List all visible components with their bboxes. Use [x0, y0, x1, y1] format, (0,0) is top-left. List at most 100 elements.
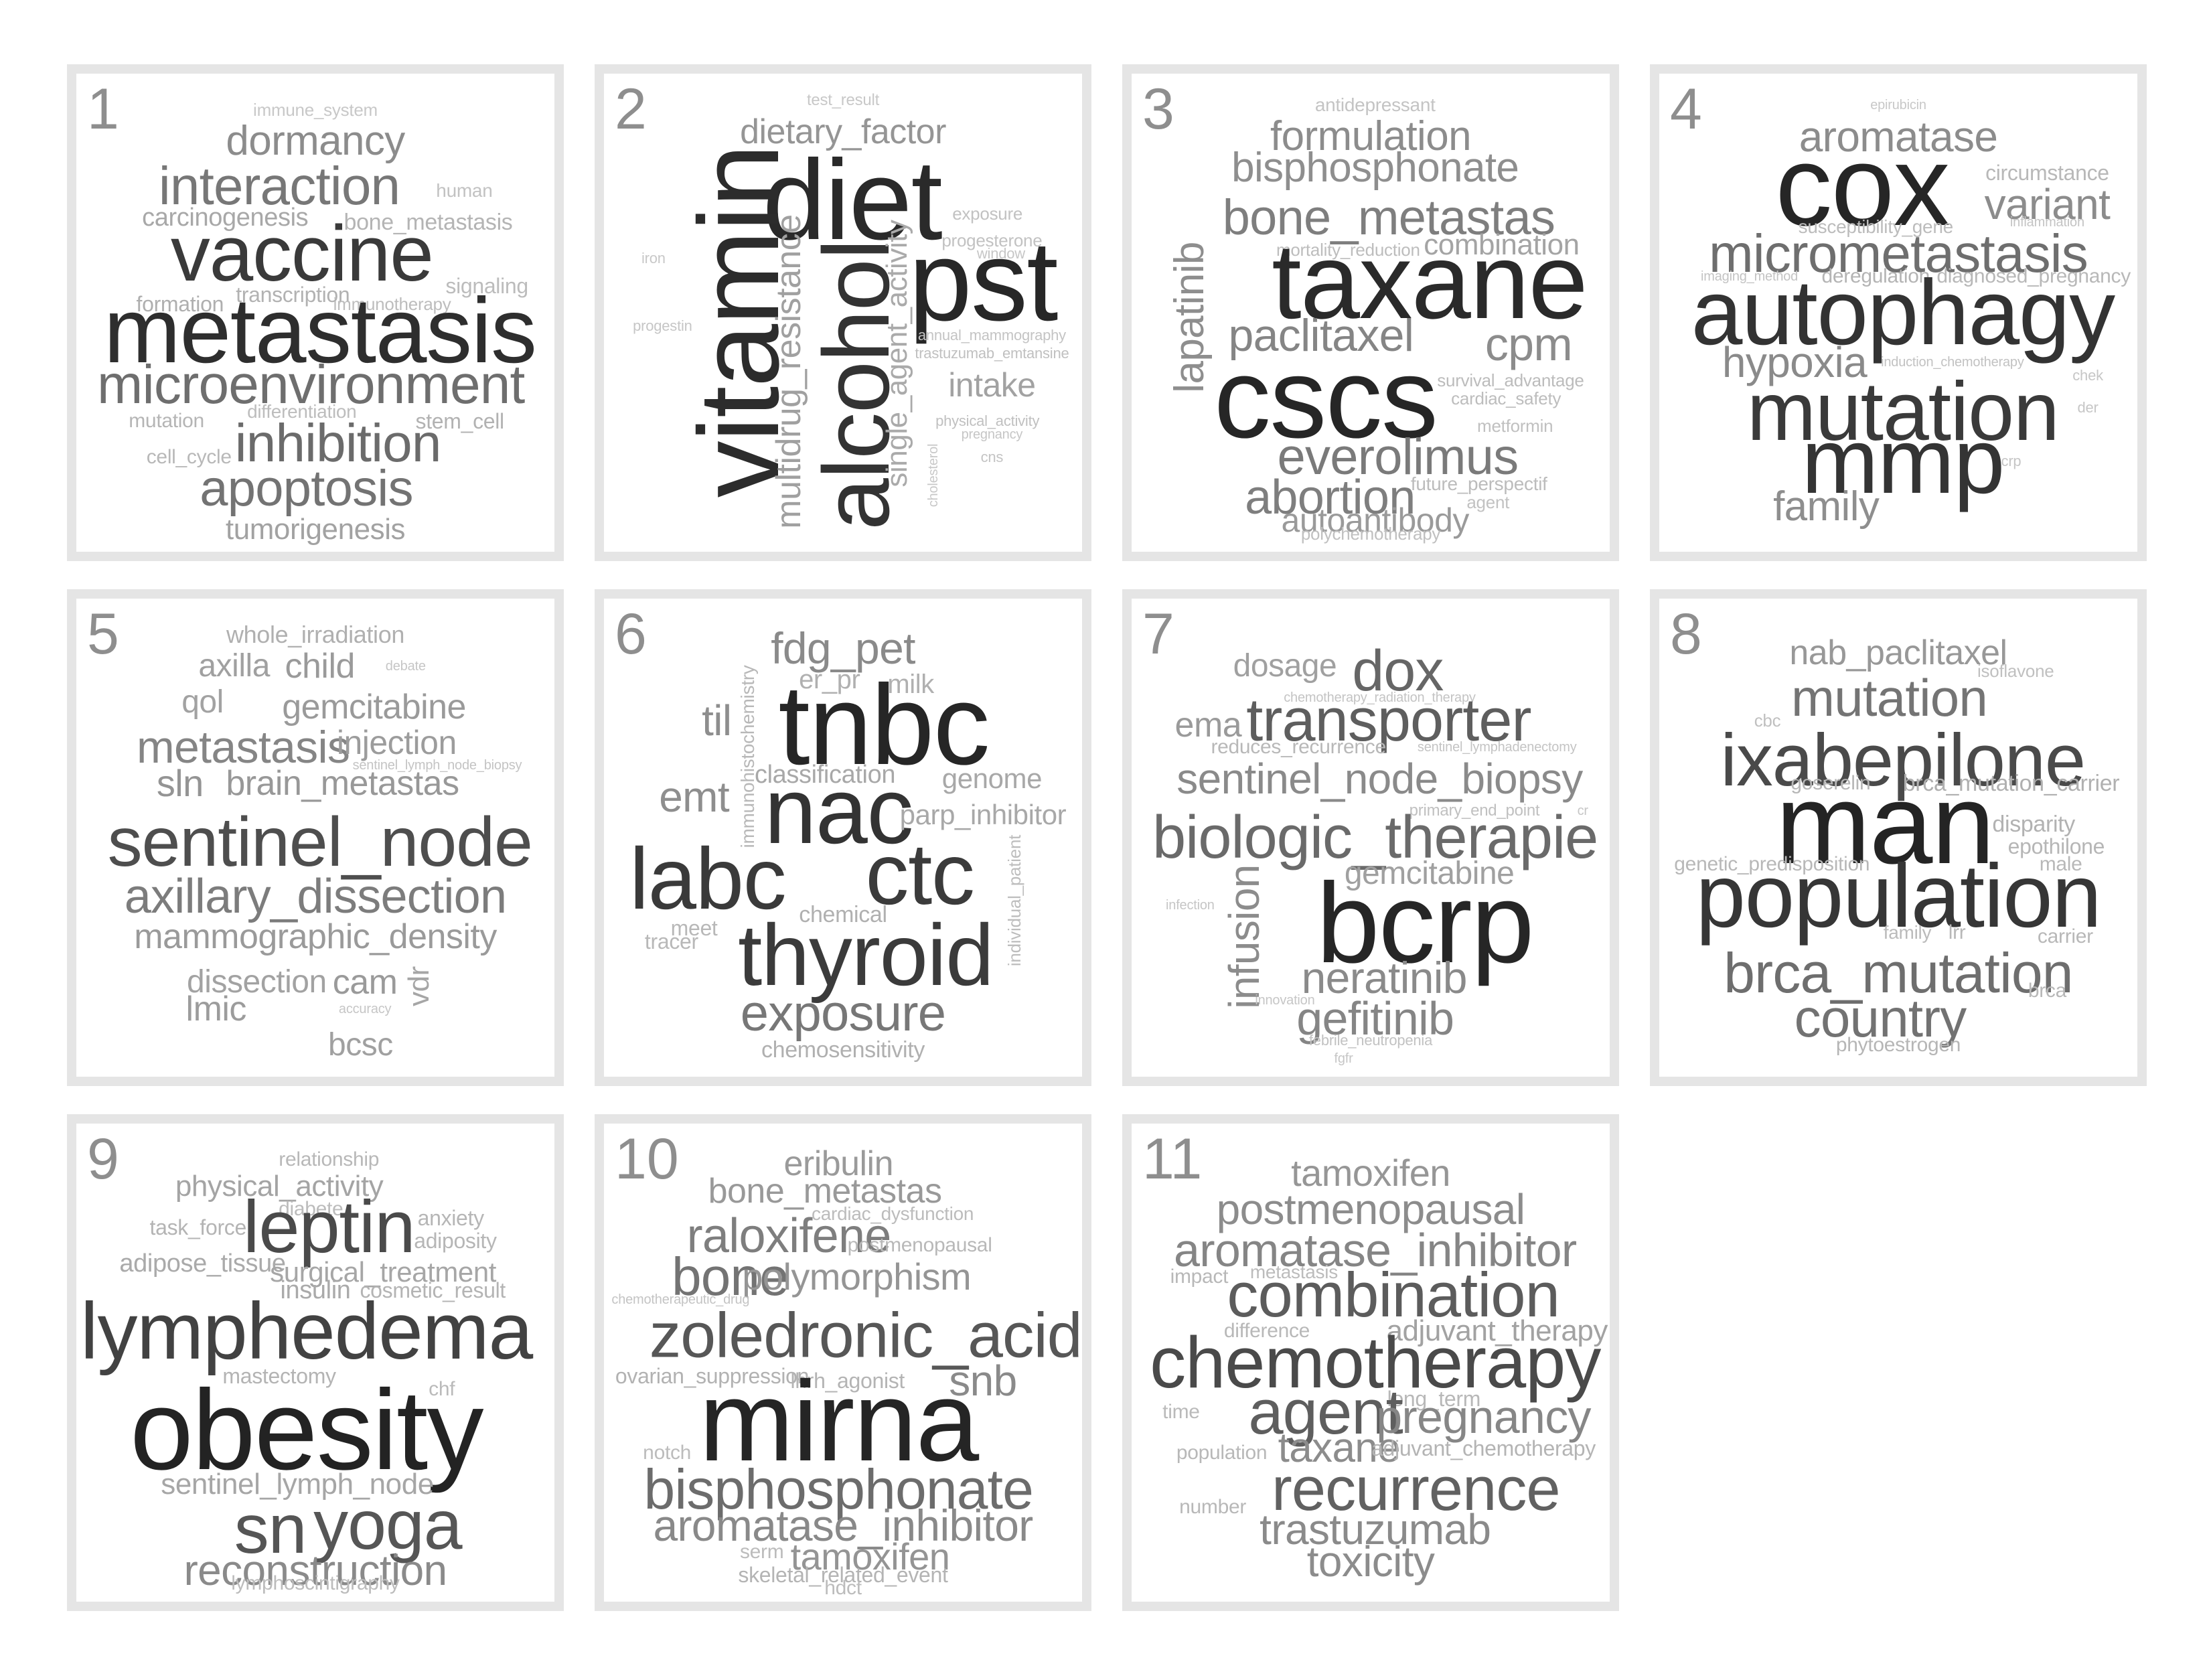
word-cloud-term: postmenopausal [1216, 1185, 1525, 1233]
word-cloud-term: number [1179, 1495, 1247, 1518]
word-cloud-term: chemosensitivity [761, 1037, 925, 1063]
panel-number: 1 [87, 77, 119, 141]
word-cloud-term: neratinib [1301, 952, 1468, 1002]
word-cloud-term: difference [1223, 1319, 1310, 1342]
word-cloud-term: fdg_pet [771, 623, 915, 673]
word-cloud-term: man [1775, 760, 1995, 888]
word-cloud-term: relationship [279, 1148, 380, 1170]
word-cloud-term: epothilone [2007, 834, 2105, 859]
word-cloud-term: brain_metastas [226, 764, 459, 804]
word-cloud-panel-2: 2 test_result dietary_factor diet exposure pr… [595, 64, 1091, 561]
word-cloud-term: future_perspectif [1410, 473, 1547, 495]
word-cloud-term: surgical_treatment [270, 1256, 497, 1288]
word-cloud-term: tamoxifen [790, 1535, 950, 1578]
word-cloud-term: biologic_therapie [1152, 804, 1598, 871]
word-cloud-term: metastasis [1249, 1262, 1338, 1283]
word-cloud-panel-11: 11 tamoxifen postmenopausal aromatase_inhib… [1122, 1114, 1619, 1611]
word-cloud-term: iron [641, 250, 666, 267]
word-cloud-panel-9: 9 relationship physical_activity diabete tas… [67, 1114, 564, 1611]
word-cloud-term: pregnancy [961, 427, 1023, 442]
word-cloud-term: gefitinib [1296, 992, 1454, 1045]
word-cloud-term: genome [941, 763, 1043, 795]
word-cloud-term: micrometastasis [1709, 224, 2088, 284]
word-cloud-term: er_pr [799, 665, 860, 695]
word-cloud-term: population [1176, 1441, 1268, 1464]
panel-number: 8 [1670, 602, 1702, 666]
word-cloud-term: lymphedema [80, 1286, 533, 1376]
word-cloud-term: circumstance [1985, 161, 2109, 185]
word-cloud-term: whole_irradiation [226, 620, 405, 648]
panel-number: 10 [615, 1127, 679, 1191]
word-cloud-term: survival_advantage [1437, 370, 1584, 391]
word-cloud-panel-3: 3 antidepressant formulation bisphosphonate… [1122, 64, 1619, 561]
word-cloud-term: diet [762, 136, 943, 264]
word-cloud-term: imaging_method [1701, 269, 1799, 285]
word-cloud-term: sentinel_lymph_node [161, 1467, 434, 1501]
word-cloud-term: progestin [633, 317, 692, 335]
word-cloud-term: adjuvant_chemotherapy [1371, 1436, 1596, 1461]
word-cloud-term: physical_activity [175, 1170, 384, 1203]
word-cloud-term: bisphosphonate [643, 1457, 1034, 1521]
word-cloud-term: lhrh_agonist [790, 1368, 905, 1393]
word-cloud-term: exposure [952, 203, 1023, 224]
word-cloud-term: inflammation [2009, 215, 2084, 230]
word-cloud-term: chemical [799, 901, 887, 927]
word-cloud-term: mammographic_density [134, 917, 497, 957]
word-cloud-term: phytoestrogen [1835, 1034, 1961, 1057]
word-cloud-term: hdct [824, 1577, 862, 1599]
word-cloud-term: taxane [1278, 1425, 1401, 1472]
word-cloud-term: cbc [1754, 710, 1781, 731]
word-cloud-term: autophagy [1691, 261, 2116, 364]
word-cloud-term: sentinel_lymphadenectomy [1417, 740, 1577, 755]
word-cloud-term: deregulation [1821, 265, 1930, 288]
word-cloud-term: variant [1984, 180, 2111, 229]
word-cloud-term: tracer [644, 929, 698, 954]
word-cloud-term: formation [136, 291, 224, 316]
word-cloud-term: milk [887, 669, 934, 699]
word-cloud-term: snb [949, 1356, 1017, 1405]
word-cloud-term: obesity [130, 1367, 483, 1495]
word-cloud-term: family [1883, 921, 1932, 943]
word-cloud-term: chemotherapy_radiation_therapy [1284, 690, 1476, 706]
word-cloud-term: emt [659, 773, 729, 822]
word-cloud-term: parp_inhibitor [899, 799, 1067, 831]
word-cloud-term: fgfr [1334, 1051, 1353, 1067]
word-cloud-term: cholesterol [925, 443, 941, 507]
word-cloud-term: primary_end_point [1409, 801, 1540, 820]
word-cloud-term: aromatase_inhibitor [653, 1500, 1033, 1550]
word-cloud-term: susceptibility_gene [1798, 216, 1954, 237]
word-cloud-term: adjuvant_therapy [1386, 1314, 1608, 1347]
panel-number: 5 [87, 602, 119, 666]
word-cloud-term: nac [764, 757, 913, 863]
word-cloud-term: der [2077, 398, 2099, 416]
word-cloud-term: bone_metastas [1222, 189, 1555, 246]
word-cloud-term: mutation [1791, 668, 1988, 728]
word-cloud-term: yoga [313, 1486, 462, 1564]
word-cloud-term: nab_paclitaxel [1789, 633, 2007, 672]
word-cloud-term: ema [1174, 705, 1242, 745]
word-cloud-term: progesterone [941, 230, 1043, 251]
word-cloud-term: agent [1248, 1377, 1403, 1448]
word-cloud-term: goserelin [1790, 772, 1871, 795]
word-cloud-term: differentiation [247, 401, 357, 423]
word-cloud-term: gemcitabine [282, 687, 466, 727]
word-cloud-term: bone [672, 1246, 789, 1306]
word-cloud-term: interaction [158, 156, 400, 216]
word-cloud-term: sln [156, 762, 204, 805]
word-cloud-term: diabete [279, 1197, 344, 1220]
word-cloud-term: metastasis [103, 279, 537, 382]
word-cloud-term: polychemotherapy [1300, 524, 1441, 544]
word-cloud-term: chemotherapeutic_drug [611, 1292, 750, 1307]
word-cloud-panel-1: 1 immune_system dormancy interaction human ca… [67, 64, 564, 561]
word-cloud-term: pregnancy [1376, 1390, 1591, 1443]
word-cloud-term: multidrug_resistance [769, 214, 809, 529]
word-cloud-term: taxane [1272, 220, 1588, 341]
word-cloud-term: adipose_tissue [119, 1249, 286, 1278]
word-cloud-term: immune_system [253, 99, 378, 120]
word-cloud-panel-10: 10 eribulin bone_metastas cardiac_dysfuncti… [595, 1114, 1091, 1611]
word-cloud-term: window [976, 245, 1025, 262]
word-cloud-term: cam [332, 962, 398, 1002]
word-cloud-term: pst [909, 217, 1058, 345]
word-cloud-term: bone_metastas [708, 1171, 942, 1211]
word-cloud-term: paclitaxel [1228, 309, 1414, 361]
